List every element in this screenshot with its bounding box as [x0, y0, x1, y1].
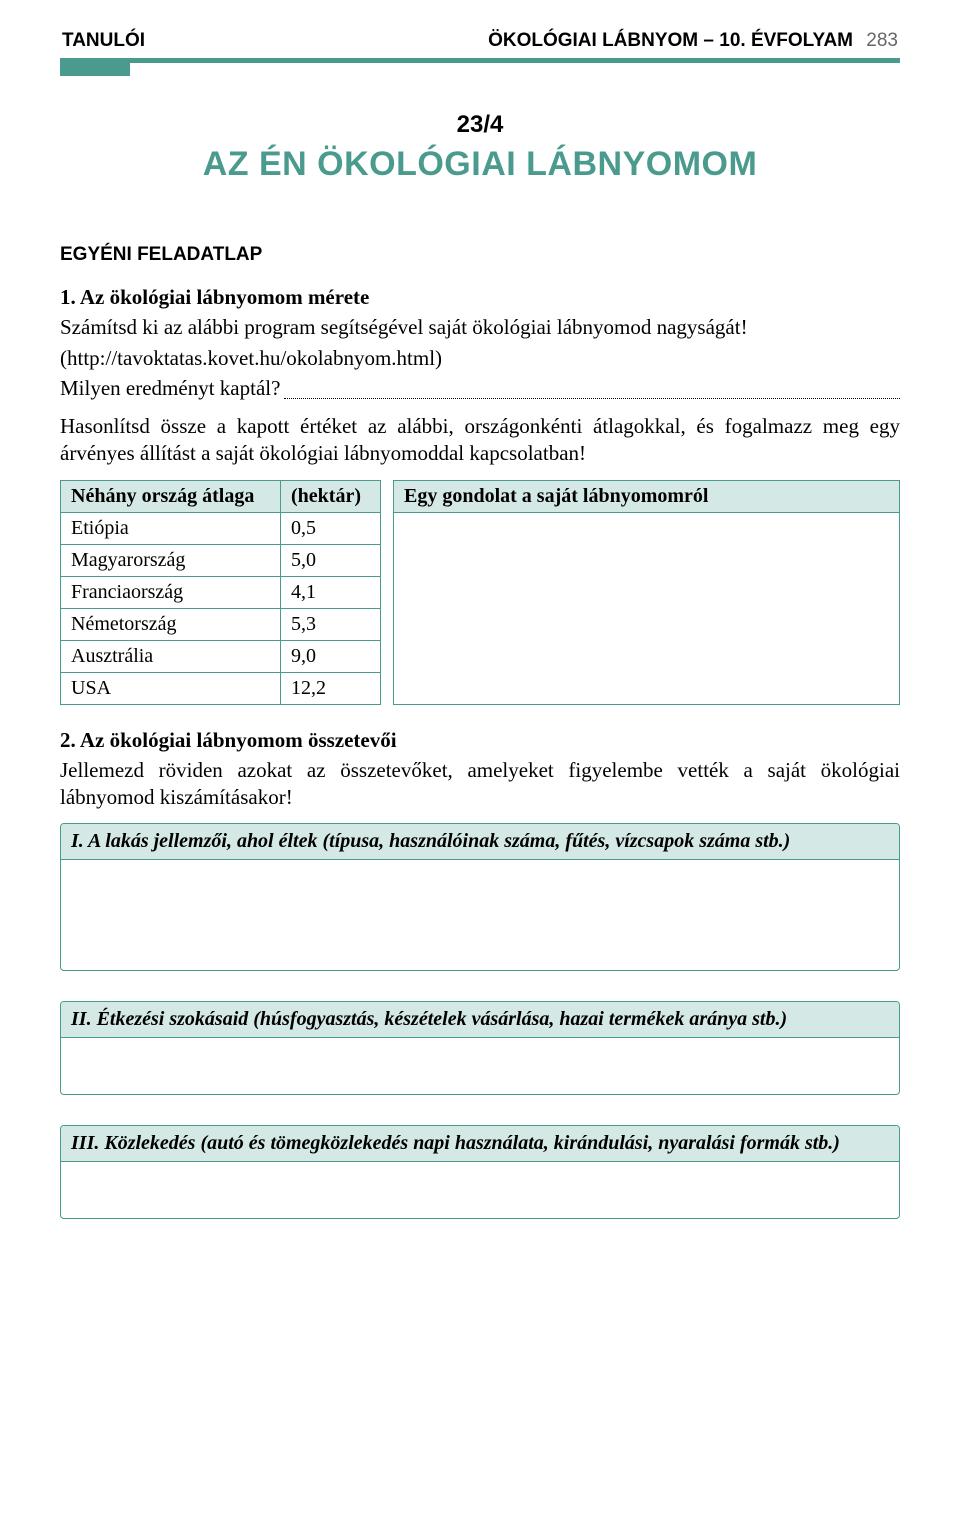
table-row: Magyarország 5,0: [61, 544, 381, 576]
task1-question-row: Milyen eredményt kaptál?: [60, 375, 900, 405]
answer-blank-line[interactable]: [284, 398, 900, 399]
table-row: Etiópia 0,5: [61, 512, 381, 544]
answer-box-2: II. Étkezési szokásaid (húsfogyasztás, k…: [60, 1001, 900, 1095]
header-rule: [60, 58, 900, 76]
task1-line2: (http://tavoktatas.kovet.hu/okolabnyom.h…: [60, 345, 900, 371]
task2-heading: 2. Az ökológiai lábnyomom összetevői: [60, 727, 900, 753]
table-row: Franciaország 4,1: [61, 576, 381, 608]
table-row: Ausztrália 9,0: [61, 640, 381, 672]
answer-box-1-header: I. A lakás jellemzői, ahol éltek (típusa…: [61, 824, 899, 860]
answer-box-3-body[interactable]: [61, 1162, 899, 1218]
header-title: ÖKOLÓGIAI LÁBNYOM – 10. ÉVFOLYAM: [488, 30, 853, 51]
table-row: Németország 5,3: [61, 608, 381, 640]
header-left: TANULÓI: [62, 30, 145, 52]
task2-text: Jellemezd röviden azokat az összetevőket…: [60, 757, 900, 812]
table-col2-header: (hektár): [281, 480, 381, 512]
answer-box-2-body[interactable]: [61, 1038, 899, 1094]
answer-box-3: III. Közlekedés (autó és tömegközlekedés…: [60, 1125, 900, 1219]
country-cell: Magyarország: [61, 544, 281, 576]
page-number: 283: [866, 30, 898, 51]
thought-box: Egy gondolat a saját lábnyomomról: [393, 480, 900, 705]
country-cell: Etiópia: [61, 512, 281, 544]
value-cell: 9,0: [281, 640, 381, 672]
section-label: EGYÉNI FELADATLAP: [60, 244, 900, 266]
task1-compare-text: Hasonlítsd össze a kapott értéket az alá…: [60, 413, 900, 468]
country-cell: USA: [61, 672, 281, 704]
main-title: AZ ÉN ÖKOLÓGIAI LÁBNYOMOM: [60, 145, 900, 184]
thought-box-body[interactable]: [394, 513, 899, 704]
country-cell: Franciaország: [61, 576, 281, 608]
page-header: TANULÓI ÖKOLÓGIAI LÁBNYOM – 10. ÉVFOLYAM…: [60, 30, 900, 58]
answer-box-3-header: III. Közlekedés (autó és tömegközlekedés…: [61, 1126, 899, 1162]
answer-box-1: I. A lakás jellemzői, ahol éltek (típusa…: [60, 823, 900, 971]
task1-question: Milyen eredményt kaptál?: [60, 375, 280, 401]
country-cell: Németország: [61, 608, 281, 640]
value-cell: 12,2: [281, 672, 381, 704]
thought-box-header: Egy gondolat a saját lábnyomomról: [394, 481, 899, 513]
value-cell: 5,3: [281, 608, 381, 640]
value-cell: 4,1: [281, 576, 381, 608]
task1-line1: Számítsd ki az alábbi program segítségév…: [60, 314, 900, 340]
header-right: ÖKOLÓGIAI LÁBNYOM – 10. ÉVFOLYAM 283: [488, 30, 898, 52]
answer-box-2-header: II. Étkezési szokásaid (húsfogyasztás, k…: [61, 1002, 899, 1038]
task1-heading: 1. Az ökológiai lábnyomom mérete: [60, 284, 900, 310]
value-cell: 5,0: [281, 544, 381, 576]
value-cell: 0,5: [281, 512, 381, 544]
table-row: USA 12,2: [61, 672, 381, 704]
tables-row: Néhány ország átlaga (hektár) Etiópia 0,…: [60, 480, 900, 705]
country-table: Néhány ország átlaga (hektár) Etiópia 0,…: [60, 480, 381, 705]
table-col1-header: Néhány ország átlaga: [61, 480, 281, 512]
country-cell: Ausztrália: [61, 640, 281, 672]
answer-box-1-body[interactable]: [61, 860, 899, 970]
worksheet-number: 23/4: [60, 111, 900, 139]
